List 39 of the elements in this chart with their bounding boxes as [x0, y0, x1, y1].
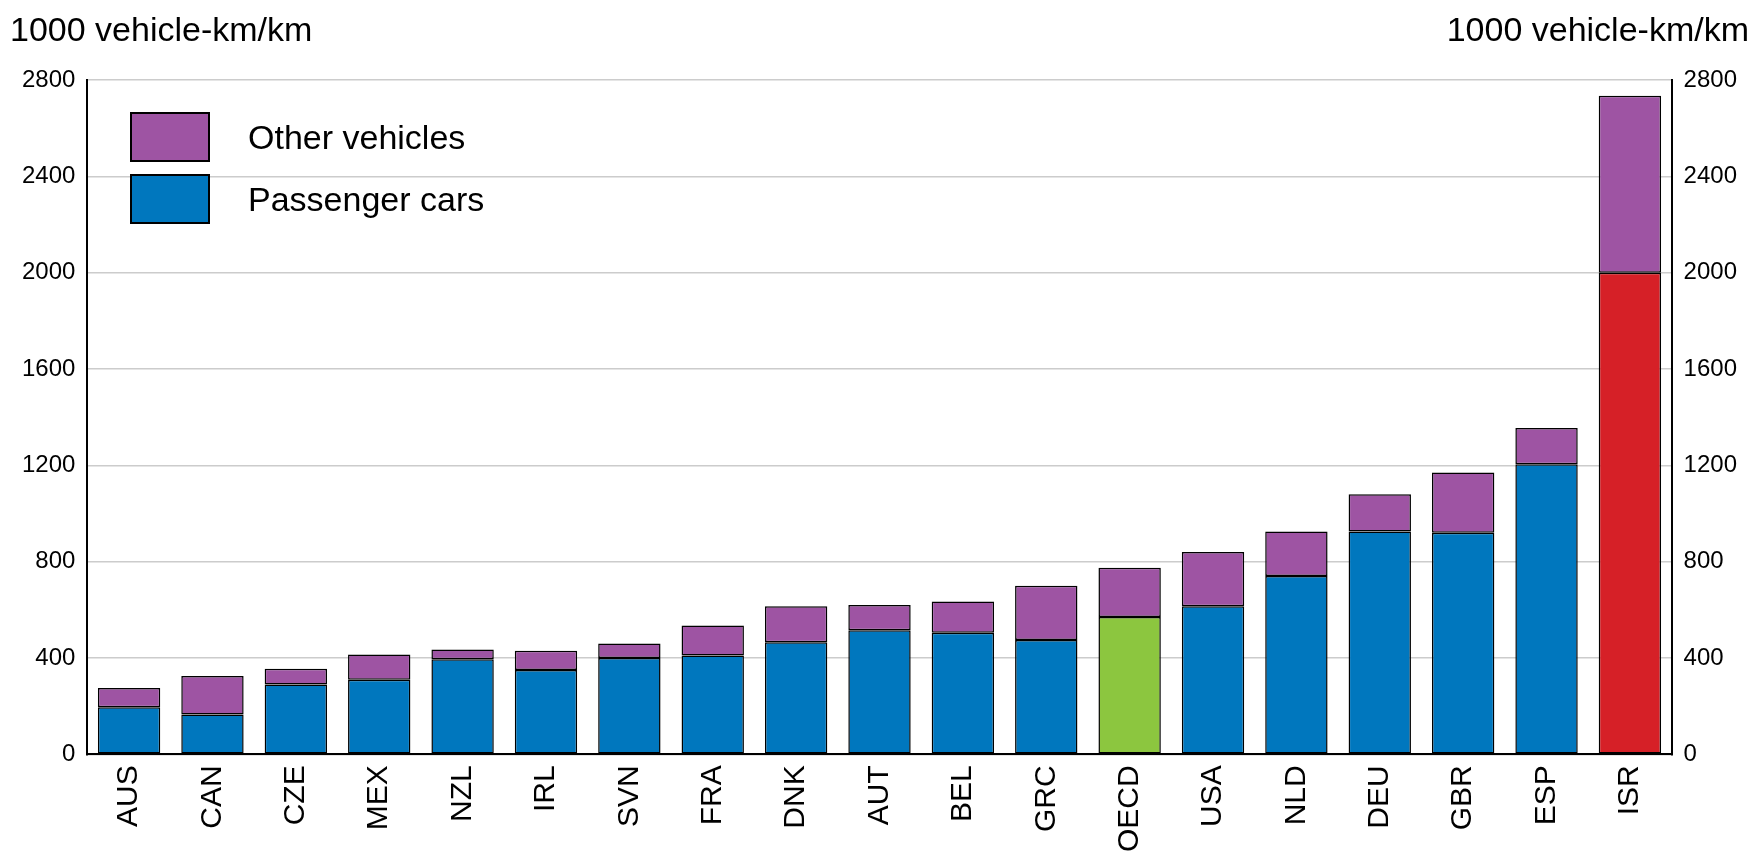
x-tick-label: SVN	[610, 765, 644, 828]
x-tick-label: CAN	[193, 765, 227, 829]
y2-tick-label: 800	[1683, 546, 1724, 574]
y-tick-label: 2800	[22, 64, 76, 92]
legend-label: Other vehicles	[248, 117, 466, 157]
x-tick-label: AUT	[860, 765, 894, 826]
y-tick-label: 1200	[22, 449, 76, 477]
y-axis-title: 1000 vehicle-km/km	[10, 10, 313, 49]
y-tick-label: 1600	[22, 353, 76, 381]
y2-tick-label: 400	[1683, 642, 1724, 670]
y-tick-label: 0	[62, 738, 76, 766]
y2-axis-title: 1000 vehicle-km/km	[1446, 10, 1749, 49]
y-tick-label: 2400	[22, 160, 76, 188]
y2-tick-label: 2400	[1683, 160, 1737, 188]
x-tick-label: DNK	[777, 765, 811, 829]
y2-tick-label: 0	[1683, 738, 1697, 766]
legend-label: Passenger cars	[248, 179, 485, 219]
x-tick-label: IRL	[527, 765, 561, 813]
x-tick-label: AUS	[110, 765, 144, 828]
x-tick-label: DEU	[1361, 765, 1395, 829]
y-tick-label: 2000	[22, 257, 76, 285]
x-tick-label: NZL	[443, 765, 477, 823]
y2-tick-label: 1600	[1683, 353, 1737, 381]
x-tick-label: OECD	[1110, 765, 1144, 853]
y-tick-label: 400	[35, 642, 76, 670]
y-tick-label: 800	[35, 546, 76, 574]
y2-tick-label: 2000	[1683, 257, 1737, 285]
x-tick-label: NLD	[1277, 765, 1311, 826]
x-tick-label: ESP	[1527, 765, 1561, 826]
x-tick-label: BEL	[944, 765, 978, 823]
x-tick-label: MEX	[360, 765, 394, 831]
x-tick-label: GRC	[1027, 765, 1061, 832]
x-tick-label: ISR	[1611, 765, 1645, 816]
x-tick-label: USA	[1194, 765, 1228, 828]
x-tick-label: CZE	[277, 765, 311, 826]
y2-tick-label: 2800	[1683, 64, 1737, 92]
x-tick-label: GBR	[1444, 765, 1478, 831]
x-tick-label: FRA	[694, 765, 728, 826]
y2-tick-label: 1200	[1683, 449, 1737, 477]
